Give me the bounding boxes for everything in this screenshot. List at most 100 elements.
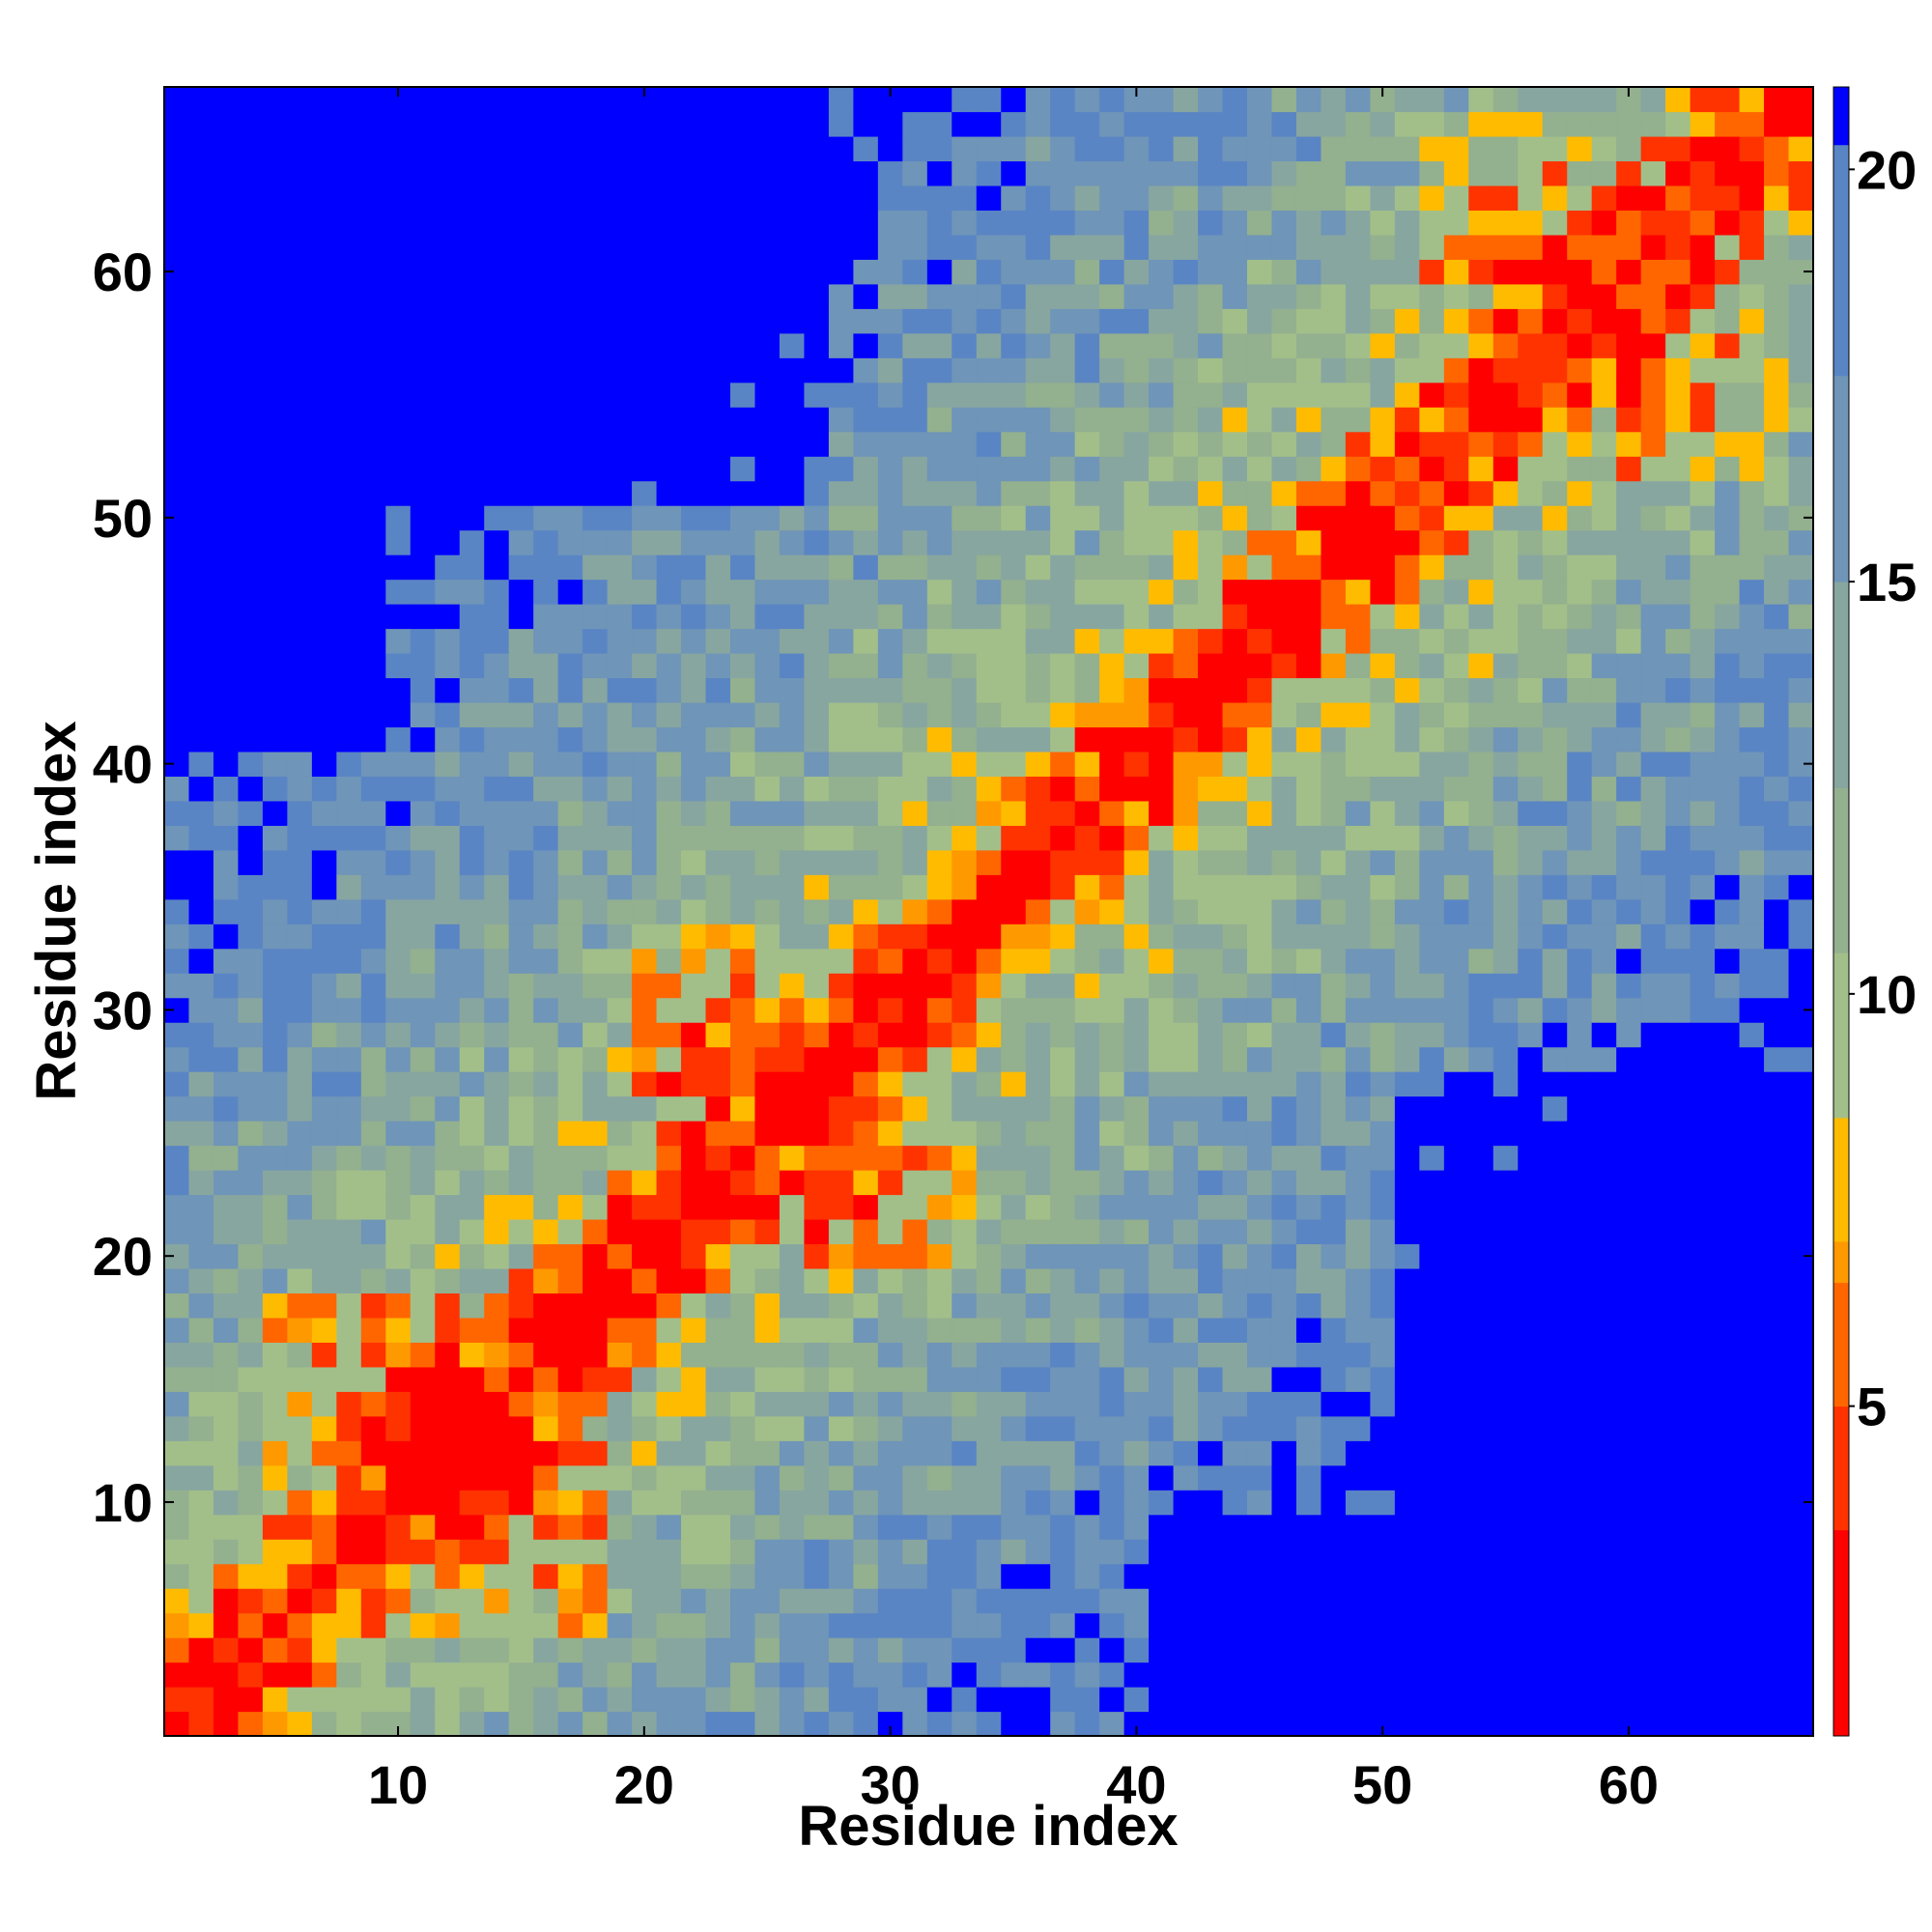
heatmap-cell [1394,332,1420,358]
heatmap-cell [1518,948,1544,974]
heatmap-cell [1173,1342,1199,1368]
heatmap-cell [1173,923,1199,950]
heatmap-cell [582,973,609,999]
heatmap-cell [1567,357,1593,384]
heatmap-cell [1271,1391,1297,1417]
heatmap-cell [1173,1218,1199,1245]
heatmap-cell [952,579,978,605]
heatmap-cell [828,1391,854,1417]
heatmap-cell [287,234,313,260]
heatmap-cell [1542,505,1568,531]
heatmap-cell [1271,210,1297,236]
heatmap-cell [1222,1095,1248,1122]
heatmap-cell [853,1588,879,1614]
heatmap-cell [632,751,658,777]
heatmap-cell [828,1539,854,1565]
heatmap-cell [1345,554,1372,581]
heatmap-cell [385,997,412,1023]
heatmap-cell [1345,1637,1372,1663]
heatmap-cell [1419,1687,1445,1713]
heatmap-cell [828,259,854,285]
heatmap-cell [164,1662,190,1688]
heatmap-cell [582,628,609,654]
heatmap-cell [1518,1612,1544,1638]
heatmap-cell [1764,283,1790,309]
heatmap-cell [1345,308,1372,334]
heatmap-cell [729,579,756,605]
heatmap-cell [1123,1490,1150,1516]
heatmap-cell [1640,1145,1666,1171]
heatmap-cell [1443,456,1469,482]
heatmap-cell [336,579,362,605]
heatmap-cell [262,210,288,236]
heatmap-cell [853,111,879,137]
heatmap-cell [1567,135,1593,162]
heatmap-cell [459,1243,485,1269]
heatmap-cell [952,898,978,924]
heatmap-cell [360,308,386,334]
heatmap-cell [1074,1440,1100,1466]
heatmap-cell [238,234,264,260]
heatmap-cell [1173,1095,1199,1122]
heatmap-cell [1665,1342,1691,1368]
heatmap-cell [1394,1121,1420,1147]
heatmap-cell [1394,726,1420,753]
heatmap-cell [1690,1637,1716,1663]
heatmap-cell [582,1514,609,1540]
heatmap-cell [410,1711,436,1737]
heatmap-cell [877,1612,903,1638]
heatmap-cell [705,923,731,950]
heatmap-cell [1468,332,1494,358]
heatmap-cell [1099,456,1125,482]
heatmap-cell [681,849,707,875]
heatmap-cell [1149,1121,1175,1147]
heatmap-cell [656,87,682,113]
heatmap-cell [336,1563,362,1589]
heatmap-cell [656,480,682,506]
heatmap-cell [262,135,288,162]
heatmap-cell [1616,1366,1642,1392]
heatmap-cell [1074,1464,1100,1491]
heatmap-cell [1050,652,1076,679]
heatmap-cell [1321,849,1347,875]
heatmap-cell [1690,628,1716,654]
x-tick-label: 10 [368,1754,428,1815]
heatmap-cell [681,898,707,924]
heatmap-cell [262,1095,288,1122]
heatmap-cell [1222,234,1248,260]
heatmap-cell [1345,800,1372,826]
heatmap-cell [1492,259,1519,285]
heatmap-cell [1074,1563,1100,1589]
heatmap-cell [952,604,978,630]
heatmap-cell [533,332,559,358]
heatmap-cell [1443,604,1469,630]
heatmap-cell [729,259,756,285]
heatmap-cell [410,1095,436,1122]
heatmap-cell [632,1095,658,1122]
heatmap-cell [1123,973,1150,999]
heatmap-cell [484,677,510,703]
heatmap-cell [213,1415,240,1441]
heatmap-cell [262,259,288,285]
heatmap-cell [656,1464,682,1491]
heatmap-cell [410,1563,436,1589]
heatmap-cell [804,628,830,654]
heatmap-cell [1222,948,1248,974]
heatmap-cell [435,604,461,630]
heatmap-cell [607,1145,633,1171]
heatmap-cell [632,1121,658,1147]
heatmap-cell [385,1342,412,1368]
heatmap-cell [976,160,1002,186]
heatmap-cell [681,1194,707,1220]
heatmap-cell [533,726,559,753]
heatmap-cell [729,604,756,630]
heatmap-cell [1739,1637,1765,1663]
heatmap-cell [1492,1293,1519,1319]
heatmap-cell [1715,874,1741,900]
heatmap-cell [1050,1415,1076,1441]
heatmap-cell [213,1095,240,1122]
heatmap-cell [902,456,928,482]
heatmap-cell [804,948,830,974]
heatmap-cell [1074,332,1100,358]
heatmap-cell [1443,898,1469,924]
